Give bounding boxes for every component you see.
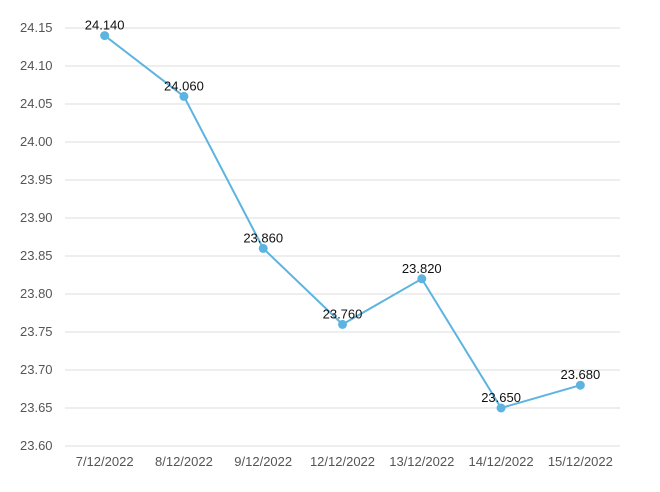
data-label: 23.820 <box>402 261 442 276</box>
data-label: 24.060 <box>164 78 204 93</box>
data-point <box>258 243 268 253</box>
y-tick-label: 24.00 <box>20 134 53 149</box>
y-axis-ticks: 23.60 23.65 23.70 23.75 23.80 23.85 23.90 23.95… <box>20 20 53 453</box>
data-label: 23.860 <box>243 230 283 245</box>
x-tick-label: 14/12/2022 <box>469 454 534 469</box>
y-tick-label: 23.90 <box>20 210 53 225</box>
x-tick-label: 15/12/2022 <box>548 454 613 469</box>
y-tick-label: 24.15 <box>20 20 53 35</box>
x-axis-ticks: 7/12/2022 8/12/2022 9/12/2022 12/12/2022 13/… <box>76 454 613 469</box>
data-point <box>417 274 427 284</box>
data-point <box>496 403 506 413</box>
data-label: 23.760 <box>323 306 363 321</box>
data-label: 24.140 <box>85 18 125 33</box>
data-point <box>575 380 585 390</box>
data-labels: 24.140 24.060 23.860 23.760 23.820 23.650 23.6… <box>85 18 600 405</box>
y-tick-label: 23.60 <box>20 438 53 453</box>
y-tick-label: 24.05 <box>20 96 53 111</box>
data-point <box>100 31 110 41</box>
data-point <box>179 91 189 101</box>
x-tick-label: 13/12/2022 <box>389 454 454 469</box>
series <box>100 31 585 413</box>
y-tick-label: 24.10 <box>20 58 53 73</box>
y-tick-label: 23.65 <box>20 400 53 415</box>
x-tick-label: 12/12/2022 <box>310 454 375 469</box>
x-tick-label: 7/12/2022 <box>76 454 134 469</box>
y-tick-label: 23.85 <box>20 248 53 263</box>
y-tick-label: 23.80 <box>20 286 53 301</box>
y-tick-label: 23.95 <box>20 172 53 187</box>
data-label: 23.680 <box>560 367 600 382</box>
data-label: 23.650 <box>481 390 521 405</box>
x-tick-label: 8/12/2022 <box>155 454 213 469</box>
y-tick-label: 23.70 <box>20 362 53 377</box>
y-tick-label: 23.75 <box>20 324 53 339</box>
data-point <box>338 319 347 329</box>
grid <box>65 27 620 447</box>
x-tick-label: 9/12/2022 <box>234 454 292 469</box>
